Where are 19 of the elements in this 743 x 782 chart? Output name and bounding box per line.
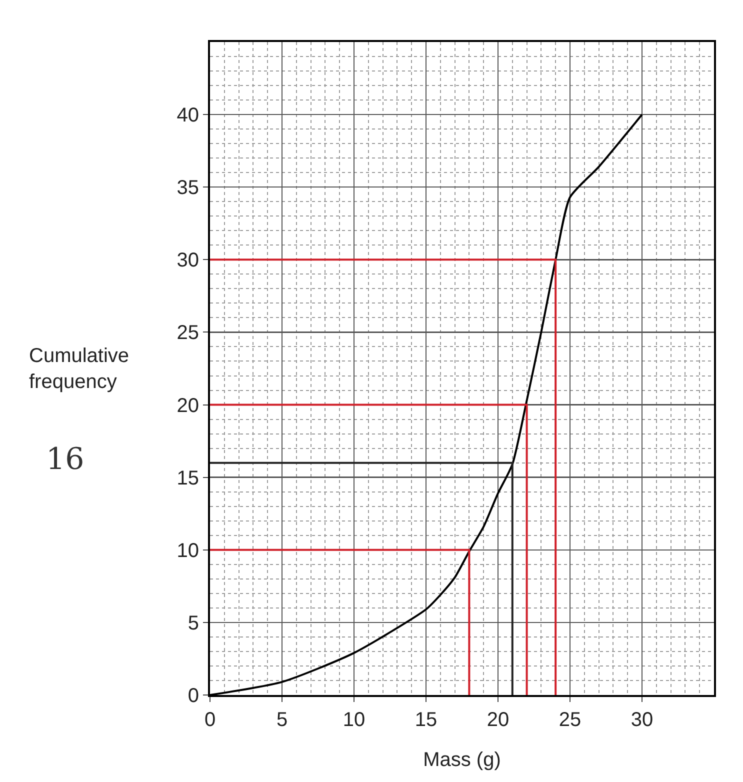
y-tick-label: 10 bbox=[176, 540, 199, 562]
x-tick-label: 0 bbox=[204, 709, 216, 731]
y-tick-label: 0 bbox=[188, 685, 199, 707]
x-tick-label: 25 bbox=[558, 709, 582, 731]
y-tick-label: 5 bbox=[188, 612, 199, 634]
x-tick-label: 5 bbox=[276, 709, 288, 731]
y-tick-label: 25 bbox=[176, 322, 199, 344]
y-tick-label: 20 bbox=[176, 394, 199, 417]
x-axis-title: Mass (g) bbox=[423, 749, 501, 771]
x-tick-label: 15 bbox=[414, 709, 438, 731]
text: 16 bbox=[46, 442, 84, 477]
y-tick-label: 30 bbox=[176, 250, 199, 272]
x-tick-label: 20 bbox=[486, 709, 510, 731]
x-tick-label: 30 bbox=[630, 709, 654, 731]
y-tick-label: 40 bbox=[176, 104, 199, 127]
y-tick-label: 35 bbox=[176, 177, 199, 200]
x-tick-label: 10 bbox=[342, 709, 366, 731]
y-tick-label: 15 bbox=[176, 467, 199, 490]
y-axis-title: Cumulative frequency bbox=[29, 345, 130, 393]
